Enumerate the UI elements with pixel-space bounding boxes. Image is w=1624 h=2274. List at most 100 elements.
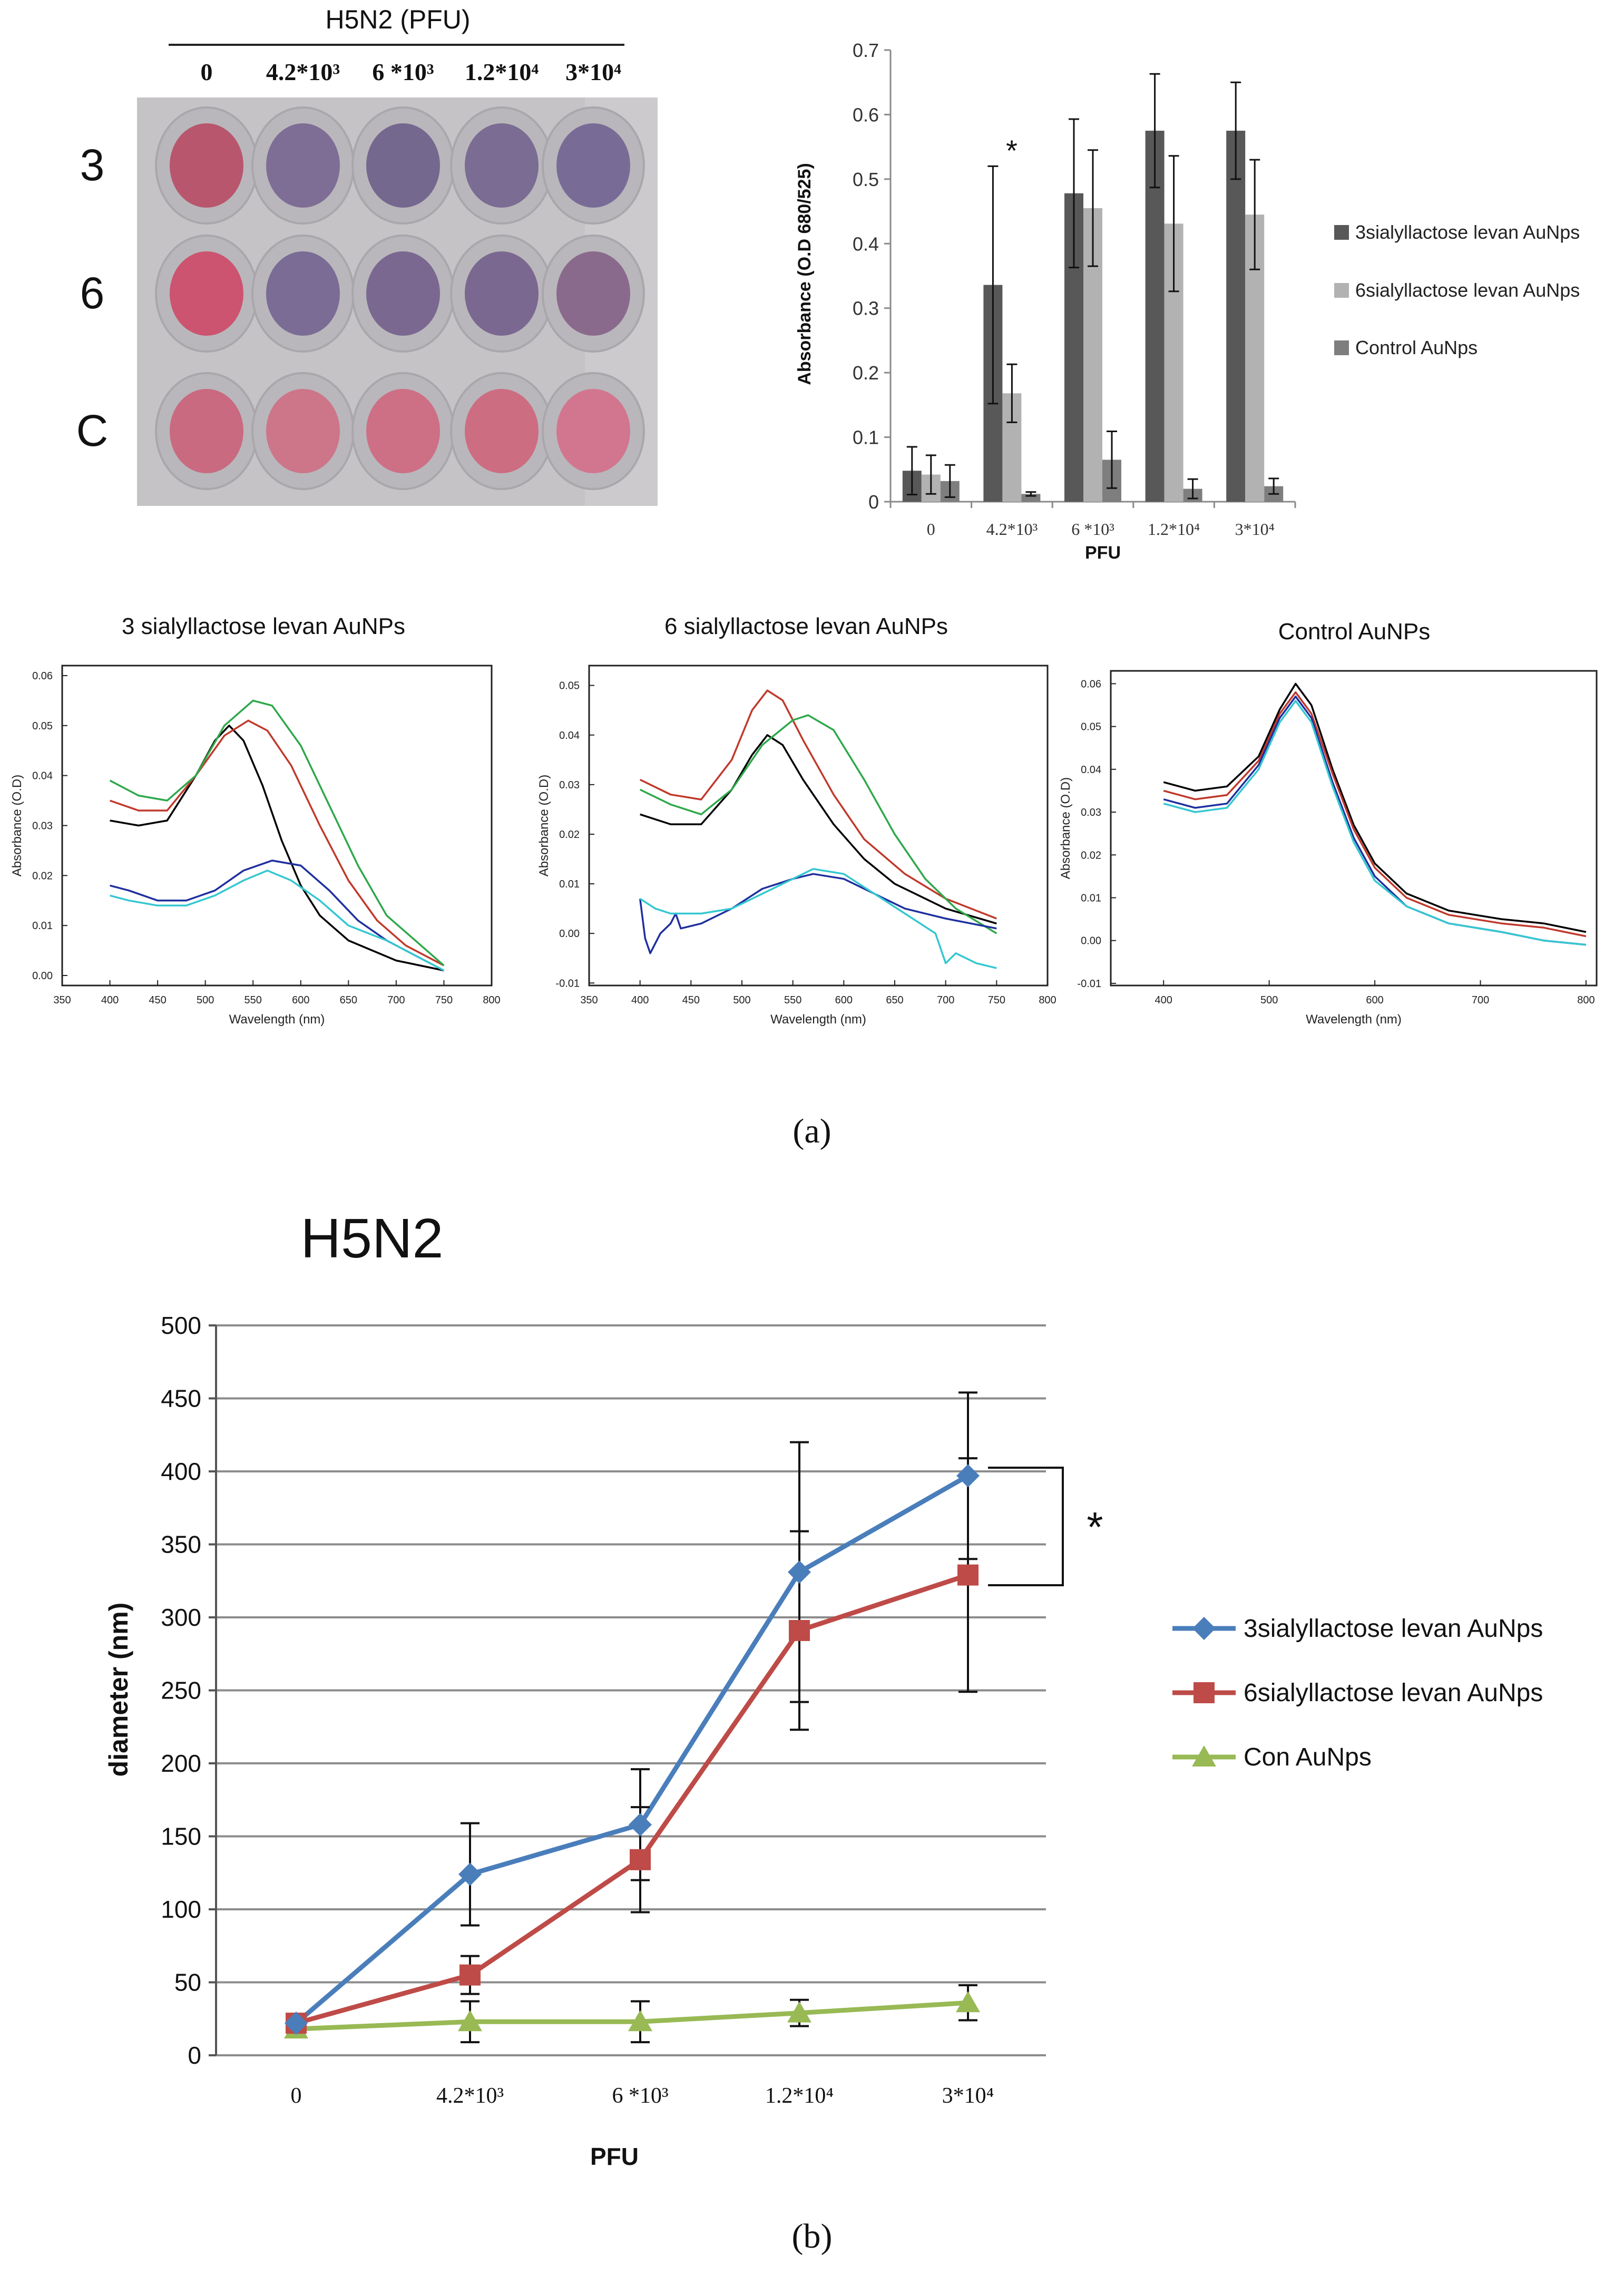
plate-well xyxy=(465,389,539,473)
y-tick-label: 0.03 xyxy=(559,779,580,791)
y-tick-label: 0.7 xyxy=(853,40,879,61)
spectrum-panel: 6 sialyllactose levan AuNPs 350 400 450 500 5… xyxy=(537,613,1056,1027)
y-tick-label: 0.04 xyxy=(32,770,53,782)
line-chart-axes: 0 50 100 150 200 250 300 350 400 450 500 0 4.2*10³ 6 … xyxy=(161,1312,1046,2108)
x-tick-label: 800 xyxy=(1039,994,1056,1006)
plate-well xyxy=(556,251,630,336)
plate-well xyxy=(556,123,630,208)
x-tick-label: 6 *10³ xyxy=(1071,520,1114,539)
plate-column-label: 4.2*10³ xyxy=(266,58,340,85)
x-tick-label: 550 xyxy=(784,994,801,1006)
legend-label: 6sialyllactose levan AuNps xyxy=(1244,1679,1543,1707)
y-tick-label: 0.05 xyxy=(559,680,580,692)
x-tick-label: 1.2*10⁴ xyxy=(765,2084,834,2108)
y-tick-label: 0.1 xyxy=(853,427,879,448)
y-tick-label: 0 xyxy=(188,2042,201,2069)
x-tick-label: 550 xyxy=(244,994,262,1006)
y-tick-label: -0.01 xyxy=(555,978,580,989)
line-chart-marks xyxy=(284,1391,980,2044)
plate-well xyxy=(366,123,440,208)
plate-well xyxy=(266,389,340,473)
bar-chart-xlabel: PFU xyxy=(1085,543,1121,563)
x-tick-label: 450 xyxy=(682,994,700,1006)
x-tick-label: 4.2*10³ xyxy=(436,2084,504,2108)
plate-well xyxy=(266,123,340,208)
y-tick-label: 150 xyxy=(161,1823,201,1850)
bar-chart-marks xyxy=(902,73,1284,502)
y-tick-label: 500 xyxy=(161,1312,201,1339)
x-tick-label: 600 xyxy=(835,994,853,1006)
plate-well xyxy=(556,389,630,473)
legend-swatch xyxy=(1334,283,1349,298)
x-tick-label: 750 xyxy=(435,994,453,1006)
y-tick-label: 350 xyxy=(161,1531,201,1558)
x-tick-label: 800 xyxy=(483,994,500,1006)
line-chart-annotation: * xyxy=(1087,1504,1103,1550)
plate-well xyxy=(465,251,539,336)
legend-marker xyxy=(1192,1745,1216,1767)
line-chart-ylabel: diameter (nm) xyxy=(104,1603,133,1777)
data-point xyxy=(789,1619,810,1641)
y-tick-label: 0.02 xyxy=(32,870,53,882)
plate-column-label: 1.2*10⁴ xyxy=(465,58,539,85)
y-tick-label: 250 xyxy=(161,1677,201,1704)
x-tick-label: 400 xyxy=(1155,994,1172,1006)
y-tick-label: 0.4 xyxy=(853,233,879,255)
spectra-panels: 3 sialyllactose levan AuNPs 350 400 450 500 5… xyxy=(10,613,1598,1027)
x-tick-label: 650 xyxy=(886,994,903,1006)
y-tick-label: 0 xyxy=(868,491,879,513)
line-chart-xlabel: PFU xyxy=(590,2143,639,2170)
legend-label: 6sialyllactose levan AuNps xyxy=(1355,279,1580,301)
spectrum-curve xyxy=(639,868,997,969)
legend-label: Con AuNps xyxy=(1244,1743,1372,1771)
plate-header: H5N2 (PFU) xyxy=(325,5,470,34)
data-point xyxy=(630,1849,651,1870)
y-tick-label: 0.03 xyxy=(1081,807,1101,818)
data-point xyxy=(628,2010,652,2032)
data-point xyxy=(957,1564,979,1586)
y-tick-label: 450 xyxy=(161,1385,201,1412)
y-tick-label: 50 xyxy=(174,1969,201,1996)
plate-row-label: 6 xyxy=(80,268,105,318)
plate-wells xyxy=(155,106,645,490)
plate-column-label: 6 *10³ xyxy=(372,58,434,85)
plate-row-label: 3 xyxy=(80,140,105,190)
y-tick-label: 0.02 xyxy=(1081,850,1101,861)
spectrum-curve xyxy=(639,714,997,934)
plate-row-labels: 3 6 C xyxy=(76,140,109,455)
y-tick-label: 0.2 xyxy=(853,362,879,384)
data-point xyxy=(458,1862,482,1886)
plate-column-label: 3*10⁴ xyxy=(565,58,621,85)
significance-bracket xyxy=(988,1467,1064,1586)
series-line xyxy=(295,1573,969,2026)
x-tick-label: 450 xyxy=(149,994,166,1006)
x-tick-label: 700 xyxy=(1472,994,1489,1006)
plate-panel: H5N2 (PFU) 0 4.2*10³ 6 *10³ 1.2*10⁴ 3*10⁴ 3 6… xyxy=(76,5,658,506)
y-tick-label: 0.00 xyxy=(1081,935,1101,947)
spectrum-panel: Control AuNPs 400 500 600 700 800 -0.01 0.00 0.0… xyxy=(1059,619,1598,1027)
plate-well xyxy=(170,123,243,208)
x-tick-label: 6 *10³ xyxy=(612,2084,668,2108)
x-axis-label: Wavelength (nm) xyxy=(1306,1012,1402,1027)
x-axis-label: Wavelength (nm) xyxy=(770,1012,866,1027)
y-tick-label: 0.01 xyxy=(32,920,53,932)
spectrum-curve xyxy=(1163,695,1587,946)
y-tick-label: 0.06 xyxy=(32,670,53,682)
spectrum-curve xyxy=(1163,682,1587,933)
y-tick-label: 0.06 xyxy=(1081,678,1101,690)
y-tick-label: 0.00 xyxy=(32,970,53,982)
spectrum-title: 3 sialyllactose levan AuNPs xyxy=(122,613,405,639)
legend-swatch xyxy=(1334,340,1349,355)
bar xyxy=(1226,131,1246,502)
x-tick-label: 0 xyxy=(927,520,935,539)
x-tick-label: 350 xyxy=(53,994,71,1006)
y-axis-label: Absorbance (O.D) xyxy=(537,775,551,876)
x-tick-label: 350 xyxy=(580,994,598,1006)
line-chart-title: H5N2 xyxy=(300,1207,443,1270)
series-line xyxy=(295,1473,970,2025)
plot-frame xyxy=(1110,670,1598,987)
y-tick-label: 0.04 xyxy=(1081,764,1101,776)
x-tick-label: 3*10⁴ xyxy=(942,2084,994,2108)
spectrum-panel: 3 sialyllactose levan AuNPs 350 400 450 500 5… xyxy=(10,613,501,1027)
